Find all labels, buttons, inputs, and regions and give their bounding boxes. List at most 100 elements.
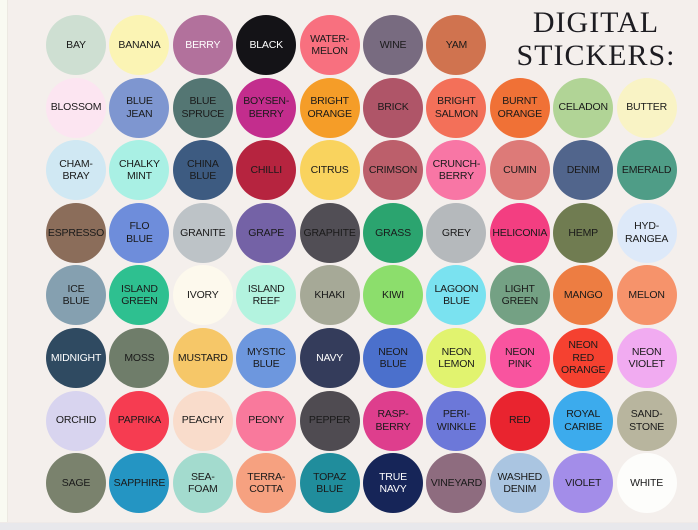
page-title-line2: STICKERS: [516, 39, 676, 72]
color-swatch-rasp-berry: RASP- BERRY [363, 390, 423, 451]
color-name-label: SAPPHIRE [113, 477, 166, 489]
color-swatch-yam: YAM [426, 15, 487, 75]
color-swatch-blue-jean: BLUE JEAN [109, 77, 170, 138]
color-name-label: NEON LEMON [438, 345, 475, 370]
color-swatch-sand-stone: SAND- STONE [616, 390, 677, 451]
color-swatch-neon-blue: NEON BLUE [363, 328, 423, 388]
color-swatch-navy: NAVY [299, 328, 360, 388]
color-swatch-chalky-mint: CHALKY MINT [109, 140, 170, 201]
color-swatch-cumin: CUMIN [489, 140, 550, 201]
page-title: DIGITAL STICKERS: [494, 6, 698, 72]
color-name-label: BOYSEN- BERRY [243, 95, 290, 120]
color-swatch-light-green: LIGHT GREEN [489, 265, 550, 326]
color-swatch-white: WHITE [616, 453, 677, 514]
color-name-label: TRUE NAVY [379, 470, 407, 496]
color-name-label: KHAKI [314, 289, 345, 302]
color-swatch-sea-foam: SEA- FOAM [172, 453, 233, 514]
color-swatch-midnight: MIDNIGHT [46, 328, 106, 388]
color-swatch-washed-denim: WASHED DENIM [489, 453, 550, 514]
color-swatch-butter: BUTTER [616, 77, 677, 138]
color-name-label: MUSTARD [177, 351, 228, 364]
color-name-label: BERRY [185, 38, 221, 51]
color-name-label: CUMIN [503, 164, 537, 176]
color-swatch-cham-bray: CHAM- BRAY [46, 140, 106, 201]
color-swatch-mango: MANGO [553, 265, 614, 326]
color-swatch-violet: VIOLET [553, 453, 614, 514]
color-swatch-peony: PEONY [236, 390, 297, 451]
color-swatch-burnt-orange: BURNT ORANGE [489, 77, 550, 138]
color-swatch-chilli: CHILLI [236, 140, 297, 201]
color-name-label: GREY [441, 226, 471, 239]
color-name-label: WATER- MELON [310, 32, 350, 57]
color-name-label: ICE BLUE [62, 283, 90, 308]
color-name-label: EMERALD [621, 164, 672, 176]
color-name-label: HYD- RANGEA [625, 220, 669, 245]
color-name-label: HELICONIA [492, 226, 548, 239]
color-swatch-granite: GRANITE [172, 202, 233, 263]
color-swatch-mustard: MUSTARD [172, 328, 233, 388]
color-swatch-neon-lemon: NEON LEMON [426, 328, 487, 388]
color-swatch-flo-blue: FLO BLUE [109, 202, 170, 263]
color-swatch-china-blue: CHINA BLUE [172, 140, 233, 201]
color-swatch-boysen-berry: BOYSEN- BERRY [236, 77, 297, 138]
color-name-label: WHITE [630, 477, 663, 489]
color-swatch-blue-spruce: BLUE SPRUCE [172, 77, 233, 138]
color-name-label: GRAPHITE [303, 226, 356, 239]
color-swatch-bright-orange: BRIGHT ORANGE [299, 77, 360, 138]
color-name-label: BANANA [118, 38, 161, 51]
color-swatch-neon-pink: NEON PINK [489, 328, 550, 388]
color-name-label: CELADON [558, 101, 609, 114]
color-swatch-water-melon: WATER- MELON [299, 15, 360, 75]
color-name-label: NEON BLUE [378, 345, 408, 370]
color-swatch-celadon: CELADON [553, 77, 614, 138]
color-swatch-royal-caribe: ROYAL CARIBE [553, 390, 614, 451]
color-swatch-neon-red-orange: NEON RED ORANGE [553, 328, 614, 388]
color-swatch-orchid: ORCHID [46, 390, 106, 451]
color-name-label: NEON RED ORANGE [561, 339, 606, 377]
color-name-label: RED [509, 414, 531, 427]
color-name-label: CHILLI [250, 164, 282, 176]
color-name-label: DENIM [566, 164, 600, 176]
color-swatch-ivory: IVORY [172, 265, 233, 326]
color-name-label: WINE [379, 38, 407, 51]
color-swatch-crimson: CRIMSON [363, 140, 423, 201]
color-name-label: NEON PINK [505, 345, 535, 370]
color-name-label: BRIGHT ORANGE [307, 95, 352, 120]
color-name-label: BRICK [377, 101, 409, 114]
color-swatch-kiwi: KIWI [363, 265, 423, 326]
color-name-label: RASP- BERRY [375, 408, 411, 433]
color-swatch-blossom: BLOSSOM [46, 77, 106, 138]
color-name-label: CHAM- BRAY [59, 157, 93, 183]
color-name-label: MOSS [124, 351, 155, 364]
color-swatch-grass: GRASS [363, 202, 423, 263]
color-swatch-peachy: PEACHY [172, 390, 233, 451]
color-swatch-berry: BERRY [172, 15, 233, 75]
color-swatch-heliconia: HELICONIA [489, 202, 550, 263]
color-name-label: MELON [628, 289, 665, 302]
color-name-label: WASHED DENIM [497, 470, 543, 496]
color-name-label: GRASS [375, 226, 411, 239]
color-swatch-hyd-rangea: HYD- RANGEA [616, 202, 677, 263]
color-swatch-island-reef: ISLAND REEF [236, 265, 297, 326]
color-swatch-black: BLACK [236, 15, 297, 75]
color-swatch-moss: MOSS [109, 328, 170, 388]
color-swatch-wine: WINE [363, 15, 423, 75]
color-name-label: GRAPE [248, 226, 285, 239]
color-swatch-paprika: PAPRIKA [109, 390, 170, 451]
color-swatch-denim: DENIM [553, 140, 614, 201]
color-swatch-brick: BRICK [363, 77, 423, 138]
color-name-label: MIDNIGHT [50, 351, 102, 364]
color-name-label: BLOSSOM [50, 101, 102, 114]
color-name-label: CHINA BLUE [186, 157, 219, 183]
color-swatch-hemp: HEMP [553, 202, 614, 263]
color-name-label: PERI- WINKLE [436, 408, 476, 433]
color-swatch-peri-winkle: PERI- WINKLE [426, 390, 487, 451]
color-name-label: CRIMSON [368, 164, 418, 176]
color-name-label: ISLAND GREEN [121, 283, 158, 308]
color-swatch-neon-violet: NEON VIOLET [616, 328, 677, 388]
color-name-label: CITRUS [310, 164, 349, 176]
color-name-label: BRIGHT SALMON [434, 95, 478, 120]
color-swatch-terra-cotta: TERRA- COTTA [236, 453, 297, 514]
color-swatch-banana: BANANA [109, 15, 170, 75]
color-swatch-sapphire: SAPPHIRE [109, 453, 170, 514]
